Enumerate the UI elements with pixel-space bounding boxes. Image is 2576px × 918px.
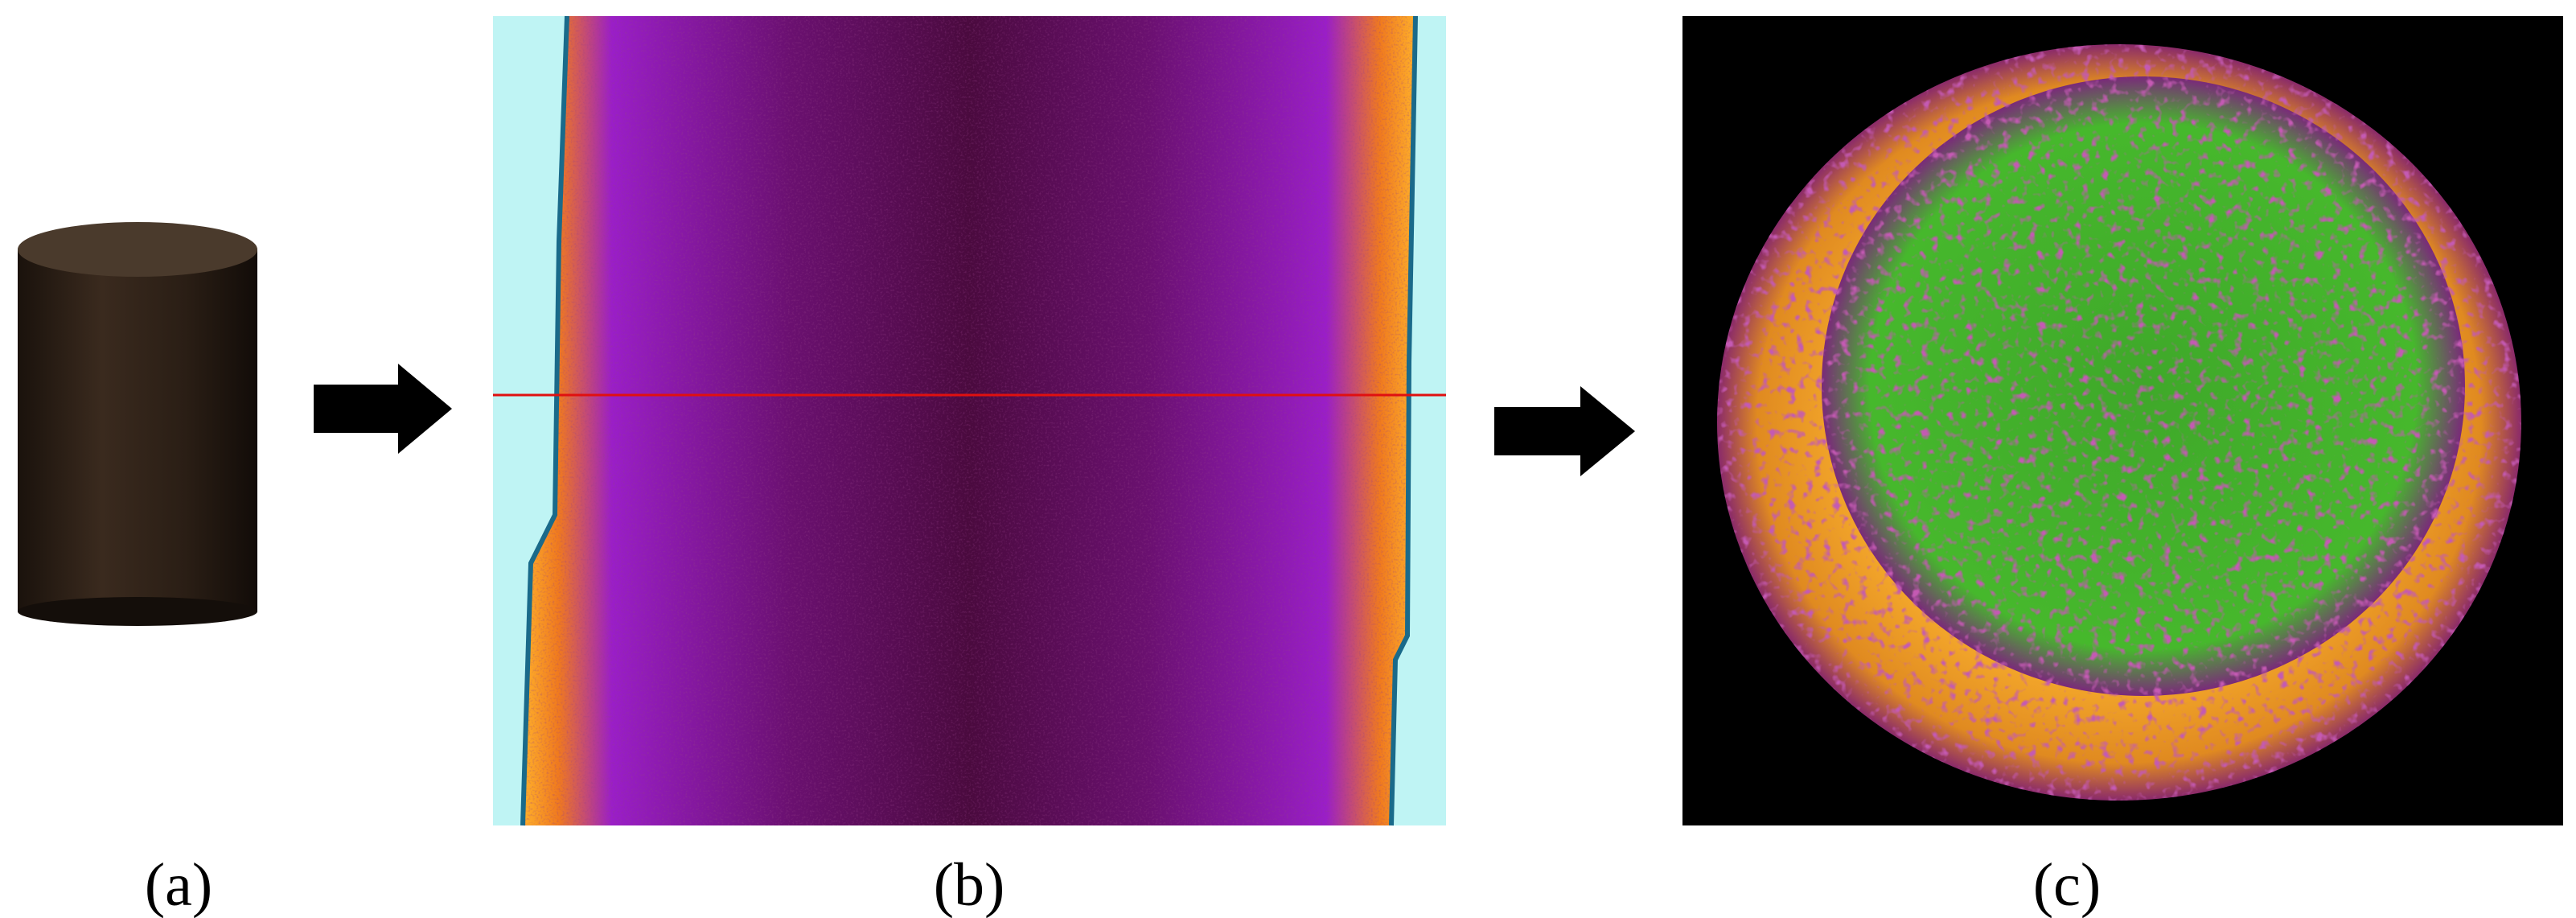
nir-image [493,15,1446,826]
panel-label: (b) [934,851,1005,918]
cylinder-top [18,222,257,277]
sample-photo [18,222,257,626]
cylinder-body [18,249,257,611]
cross-section-image [1682,16,2563,825]
arrow [314,364,452,454]
panel-label: (c) [2033,851,2101,918]
core-texture [1822,76,2465,696]
panel-label: (a) [145,851,212,918]
nir-edge [1389,15,1418,826]
nir-texture [523,16,1415,825]
nir-edge [520,15,569,826]
arrow [1494,386,1635,476]
cylinder-bottom [18,597,257,626]
